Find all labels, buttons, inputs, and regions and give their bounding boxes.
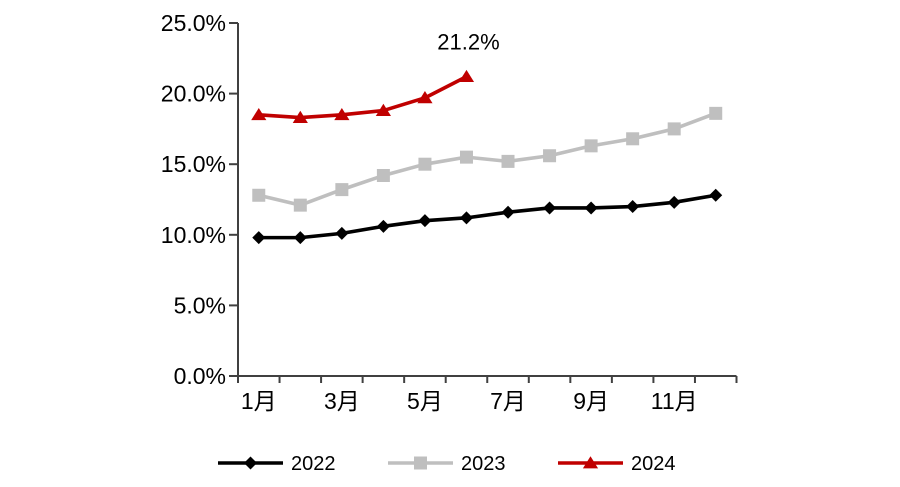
data-point-2024-m4	[375, 103, 391, 116]
y-tick-label: 10.0%	[161, 222, 226, 248]
data-point-2024-m3	[334, 107, 350, 121]
legend-label-2024: 2024	[631, 453, 676, 475]
data-point-2022-m6	[459, 211, 473, 225]
x-tick-label: 3月	[324, 388, 360, 414]
legend-item-2022: 2022	[218, 453, 336, 475]
data-point-2022-m11	[667, 195, 681, 209]
data-point-2023-m8	[543, 149, 557, 163]
data-point-2023-m9	[584, 139, 598, 153]
legend-marker-2024	[582, 456, 599, 469]
x-tick-label: 1月	[241, 388, 277, 414]
data-label-annotation: 21.2%	[437, 30, 499, 55]
y-tick-label: 0.0%	[174, 363, 226, 389]
data-point-2022-m3	[335, 226, 349, 240]
data-point-2023-m11	[667, 122, 681, 136]
y-tick-label: 25.0%	[161, 10, 226, 36]
data-point-2024-m6	[458, 69, 475, 83]
x-tick-label: 9月	[573, 388, 609, 414]
data-point-2022-m10	[626, 200, 640, 214]
data-point-2022-m5	[418, 214, 432, 228]
data-point-2023-m5	[418, 157, 432, 171]
legend-item-2023: 2023	[388, 453, 506, 475]
data-point-2024-m5	[417, 91, 433, 104]
x-tick-label: 11月	[651, 388, 698, 414]
legend-label-2023: 2023	[461, 453, 506, 475]
data-point-2023-m4	[376, 168, 390, 182]
series-line-2024	[256, 74, 469, 120]
legend-item-2024: 2024	[558, 453, 676, 475]
data-point-2023-m7	[501, 154, 515, 168]
data-point-2022-m8	[543, 201, 557, 215]
legend-label-2022: 2022	[291, 453, 336, 475]
data-point-2024-m2	[292, 110, 308, 124]
data-point-2023-m6	[459, 150, 473, 164]
x-tick-label: 5月	[407, 388, 443, 414]
data-point-2023-m3	[335, 183, 349, 197]
data-point-2023-m1	[252, 188, 266, 202]
y-tick-label: 5.0%	[174, 292, 226, 318]
data-point-2023-m2	[293, 198, 307, 212]
data-point-2022-m1	[252, 231, 266, 245]
x-tick-label: 7月	[490, 388, 526, 414]
legend-marker-2023	[414, 456, 427, 470]
data-point-2022-m9	[584, 201, 598, 215]
data-point-2022-m4	[376, 219, 390, 233]
data-point-2022-m2	[293, 231, 307, 245]
data-point-2022-m7	[501, 205, 515, 219]
data-point-2024-m1	[251, 107, 267, 121]
series-line-2023	[256, 111, 718, 207]
data-point-2023-m12	[709, 106, 723, 120]
y-tick-label: 15.0%	[161, 151, 226, 177]
series-line-2022	[256, 193, 718, 240]
data-point-2023-m10	[626, 132, 640, 146]
data-point-2022-m12	[709, 188, 723, 202]
legend-marker-2022	[244, 456, 257, 470]
y-tick-label: 20.0%	[161, 81, 226, 107]
